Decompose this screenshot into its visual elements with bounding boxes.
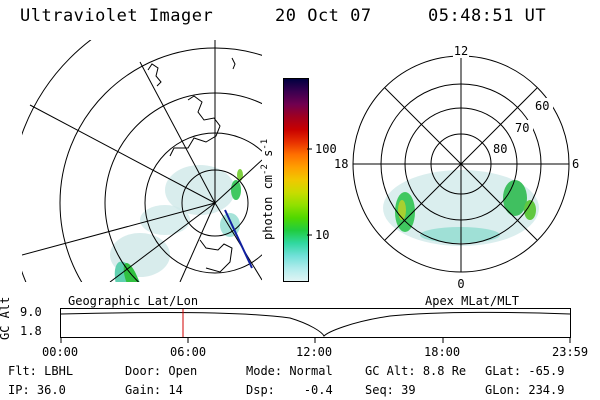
colorbar-unit: photon cm-2 s-1 xyxy=(260,138,275,240)
lat-label-80: 80 xyxy=(493,142,507,156)
status-door: Door: Open xyxy=(125,364,198,378)
status-seq: Seq: 39 xyxy=(365,383,416,397)
left-map-label: Geographic Lat/Lon xyxy=(68,294,199,308)
time-tick-2: 12:00 xyxy=(296,345,333,359)
colorbar-tick-100: 100 xyxy=(315,142,337,156)
colorbar-ticks: 100 10 xyxy=(307,142,337,242)
status-gain: Gain: 14 xyxy=(125,383,183,397)
geographic-map xyxy=(22,40,262,282)
time-tick-1: 06:00 xyxy=(170,345,207,359)
app-title: Ultraviolet Imager xyxy=(20,6,214,26)
time-label: 05:48:51 UT xyxy=(428,6,547,26)
mlt-label-0: 0 xyxy=(457,277,464,290)
lat-label-60: 60 xyxy=(535,99,549,113)
mlt-label-12: 12 xyxy=(454,44,468,58)
timeline-plot xyxy=(60,308,571,343)
time-tick-3: 18:00 xyxy=(424,345,461,359)
status-dsp: Dsp: -0.4 xyxy=(246,383,333,397)
colorbar-tick-10: 10 xyxy=(315,228,329,242)
status-ip: IP: 36.0 xyxy=(8,383,66,397)
timeline-y-tick-9: 9.0 xyxy=(20,305,42,319)
timeline-y-tick-1.8: 1.8 xyxy=(20,324,42,338)
time-tick-0: 00:00 xyxy=(42,345,79,359)
right-map-label: Apex MLat/MLT xyxy=(425,294,519,308)
mlt-label-6: 6 xyxy=(572,157,579,171)
timeline-y-label: GC Alt xyxy=(0,296,12,340)
status-glon: GLon: 234.9 xyxy=(485,383,565,397)
magnetic-map: 12 18 6 0 60 70 80 xyxy=(330,44,584,290)
time-tick-4: 23:59 xyxy=(552,345,589,359)
status-flt: Flt: LBHL xyxy=(8,364,74,378)
status-gc-alt: GC Alt: 8.8 Re xyxy=(365,364,467,378)
mlt-label-18: 18 xyxy=(334,157,348,171)
status-glat: GLat: -65.9 xyxy=(485,364,565,378)
date-label: 20 Oct 07 xyxy=(275,6,372,26)
lat-label-70: 70 xyxy=(515,121,529,135)
status-mode: Mode: Normal xyxy=(246,364,333,378)
colorbar xyxy=(283,78,309,282)
